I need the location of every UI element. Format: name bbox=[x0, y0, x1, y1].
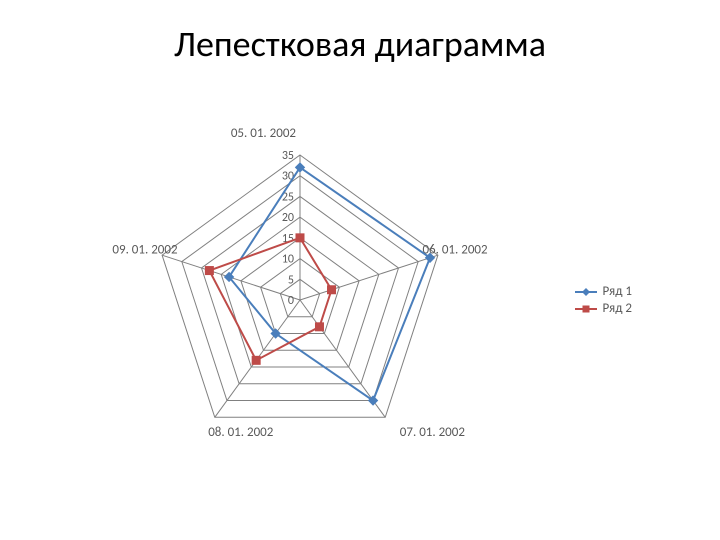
svg-text:08. 01. 2002: 08. 01. 2002 bbox=[208, 425, 274, 440]
radar-chart: 0510152025303505. 01. 200206. 01. 200207… bbox=[80, 90, 640, 510]
page-title: Лепестковая диаграмма bbox=[0, 22, 720, 66]
legend-label: Ряд 2 bbox=[602, 301, 632, 316]
svg-text:0: 0 bbox=[288, 294, 294, 308]
radar-svg: 0510152025303505. 01. 200206. 01. 200207… bbox=[80, 90, 520, 510]
legend-item: Ряд 2 bbox=[574, 301, 632, 316]
svg-text:05. 01. 2002: 05. 01. 2002 bbox=[231, 126, 297, 141]
legend-label: Ряд 1 bbox=[602, 284, 632, 299]
svg-text:09. 01. 2002: 09. 01. 2002 bbox=[112, 243, 178, 258]
legend-item: Ряд 1 bbox=[574, 284, 632, 299]
svg-text:20: 20 bbox=[282, 211, 294, 225]
svg-text:5: 5 bbox=[288, 273, 294, 287]
svg-text:07. 01. 2002: 07. 01. 2002 bbox=[400, 425, 466, 440]
svg-text:35: 35 bbox=[282, 149, 294, 163]
legend-swatch-2 bbox=[574, 303, 598, 315]
chart-legend: Ряд 1 Ряд 2 bbox=[574, 282, 632, 318]
svg-text:30: 30 bbox=[282, 170, 294, 184]
svg-text:10: 10 bbox=[282, 253, 294, 267]
legend-swatch-1 bbox=[574, 286, 598, 298]
